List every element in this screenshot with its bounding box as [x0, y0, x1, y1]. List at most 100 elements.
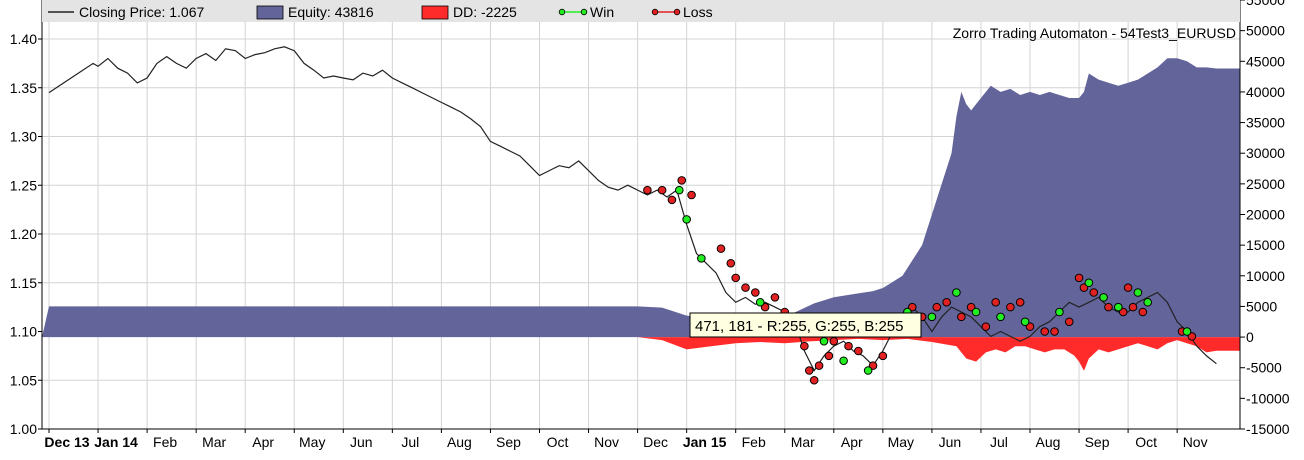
x-tick-label: Aug [447, 434, 472, 450]
loss-marker [687, 190, 696, 200]
drawdown-area-layer [42, 337, 1240, 371]
win-marker [1182, 327, 1192, 336]
loss-marker [1128, 302, 1138, 312]
right-axis: -15000 -10000 -5000 0 5000 10000 15000 20000 250… [1240, 0, 1290, 437]
right-tick-label: 45000 [1246, 53, 1285, 69]
left-tick-label: 1.40 [10, 31, 37, 47]
legend-loss-label: Loss [683, 4, 713, 20]
x-tick-label: Sep [1085, 434, 1110, 450]
x-tick-label: Dec [643, 434, 668, 450]
left-tick-label: 1.35 [10, 80, 37, 96]
win-marker [697, 254, 706, 263]
win-marker [674, 185, 684, 195]
loss-marker [716, 244, 726, 253]
legend-dd-swatch [421, 5, 449, 20]
loss-marker [957, 312, 966, 322]
x-tick-label: May [299, 434, 325, 450]
x-tick-label: Jul [990, 434, 1008, 450]
x-tick-label: Feb [742, 434, 766, 450]
drawdown-area [42, 337, 1240, 371]
x-tick-label: Feb [153, 434, 177, 450]
equity-area-layer [42, 58, 1240, 338]
left-tick-label: 1.10 [10, 324, 37, 340]
x-tick-label: Jul [401, 434, 419, 450]
loss-marker [667, 195, 677, 205]
win-marker [1020, 317, 1030, 327]
loss-marker [751, 288, 760, 297]
loss-marker [1089, 288, 1099, 297]
win-marker [863, 366, 873, 375]
x-tick-label: Mar [791, 434, 815, 450]
win-marker [1143, 297, 1153, 307]
loss-marker [1064, 317, 1074, 327]
pixel-tooltip: 471, 181 - R:255, G:255, B:255 [689, 312, 922, 338]
right-tick-label: 55000 [1246, 0, 1285, 8]
left-tick-label: 1.30 [10, 129, 37, 145]
win-marker [971, 307, 981, 317]
loss-marker [981, 322, 991, 331]
x-tick-label: Nov [594, 434, 619, 450]
loss-marker [800, 341, 809, 351]
x-tick-label: Oct [1135, 434, 1157, 450]
loss-marker [824, 351, 834, 361]
right-tick-label: -10000 [1246, 390, 1290, 406]
loss-marker [770, 293, 780, 302]
loss-marker [1015, 297, 1025, 307]
legend-loss-dot-right [673, 8, 681, 16]
loss-marker [809, 375, 819, 385]
loss-marker [741, 283, 750, 292]
legend-equity-label: Equity: 43816 [288, 4, 374, 20]
left-tick-label: 1.20 [10, 226, 37, 242]
legend-win-label: Win [590, 4, 614, 20]
loss-marker [1074, 273, 1084, 283]
left-tick-label: 1.05 [10, 372, 37, 388]
legend-item-win: Win [558, 4, 614, 20]
x-tick-label: Oct [547, 434, 569, 450]
trade-markers-layer [643, 176, 1197, 385]
loss-marker [942, 297, 951, 307]
win-marker [819, 336, 829, 346]
left-tick-label: 1.00 [10, 421, 37, 437]
win-marker [1113, 302, 1123, 312]
legend-item-loss: Loss [651, 4, 713, 20]
right-tick-label: -15000 [1246, 421, 1290, 437]
right-tick-label: 35000 [1246, 115, 1285, 131]
win-marker [1133, 288, 1143, 297]
legend-price-label: Closing Price: 1.067 [79, 4, 205, 20]
right-tick-label: 40000 [1246, 84, 1285, 100]
win-marker [839, 356, 848, 366]
loss-marker [657, 185, 667, 195]
loss-marker [731, 273, 741, 283]
left-axis: 1.00 1.05 1.10 1.15 1.20 1.25 1.30 1.35 1.40 [10, 31, 42, 437]
x-tick-label: Dec 13 [44, 434, 89, 450]
win-marker [682, 215, 691, 224]
win-marker [755, 297, 765, 307]
legend-dd-label: DD: -2225 [453, 4, 517, 20]
x-tick-label: Sep [496, 434, 521, 450]
right-tick-label: -5000 [1246, 360, 1282, 376]
win-marker [996, 312, 1005, 322]
loss-marker [814, 361, 824, 370]
x-tick-label: Aug [1036, 434, 1061, 450]
x-tick-label: May [888, 434, 914, 450]
loss-marker [932, 302, 942, 312]
loss-marker [1040, 327, 1050, 336]
loss-marker [878, 351, 888, 361]
right-tick-label: 30000 [1246, 145, 1285, 161]
legend-loss-dot-left [651, 8, 659, 16]
right-tick-label: 10000 [1246, 268, 1285, 284]
right-tick-label: 25000 [1246, 176, 1285, 192]
legend-equity-swatch [256, 5, 284, 20]
x-tick-label: Jan 14 [94, 434, 138, 450]
x-tick-label: Jun [350, 434, 373, 450]
x-tick-label: Mar [202, 434, 226, 450]
left-tick-label: 1.25 [10, 177, 37, 193]
legend-item-dd: DD: -2225 [421, 4, 517, 20]
legend-bar [42, 0, 1240, 22]
left-tick-label: 1.15 [10, 275, 37, 291]
right-tick-label: 15000 [1246, 237, 1285, 253]
legend-win-dot-right [580, 8, 588, 16]
price-line-layer [48, 46, 1217, 372]
x-tick-label: Apr [252, 434, 274, 450]
